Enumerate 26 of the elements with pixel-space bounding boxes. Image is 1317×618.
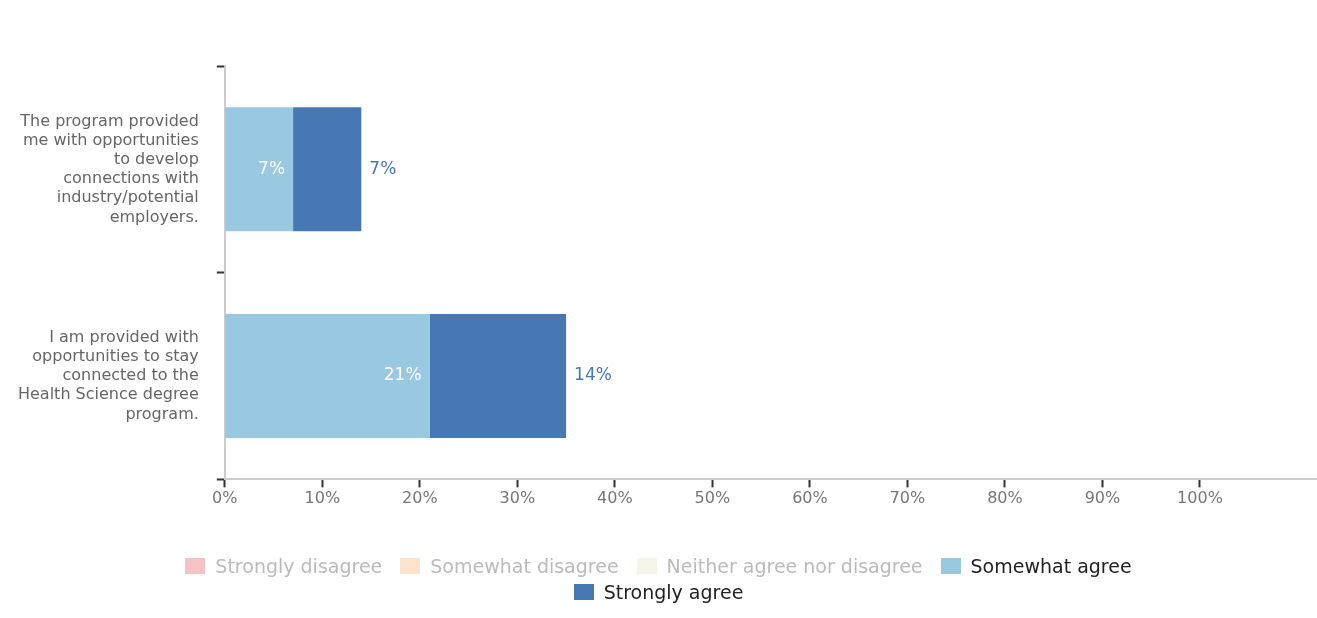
data-label: 14% (574, 364, 612, 385)
x-tick-label: 10% (304, 488, 341, 508)
legend-label: Neither agree nor disagree (666, 555, 923, 577)
x-tick-label: 100% (1177, 488, 1223, 508)
y-tick-label: The program provided me with opportunities to develop connections with industry/potential employers. (19, 110, 199, 226)
x-tick-label: 90% (1084, 488, 1121, 508)
bar (293, 107, 362, 232)
x-tick-label: 30% (499, 488, 536, 508)
legend-label: Somewhat agree (970, 555, 1132, 577)
data-label: 7% (369, 157, 397, 178)
legend-label: Somewhat disagree (430, 555, 619, 577)
x-tick-label: 0% (212, 488, 238, 508)
x-tick-label: 50% (694, 488, 731, 508)
bar (225, 314, 430, 439)
y-tick-label: I am provided with opportunities to stay connected to the Health Science degree program. (17, 326, 199, 423)
x-tick-label: 60% (792, 488, 828, 508)
x-tick-label: 40% (597, 488, 633, 508)
legend-label: Strongly agree (603, 581, 744, 603)
bar (429, 314, 567, 439)
data-label: 7% (258, 157, 286, 178)
x-tick-label: 20% (402, 488, 438, 508)
legend-label: Strongly disagree (215, 555, 383, 577)
bar (225, 107, 294, 232)
x-tick-label: 80% (987, 488, 1023, 508)
x-tick-label: 70% (889, 488, 926, 508)
data-label: 21% (383, 364, 422, 385)
